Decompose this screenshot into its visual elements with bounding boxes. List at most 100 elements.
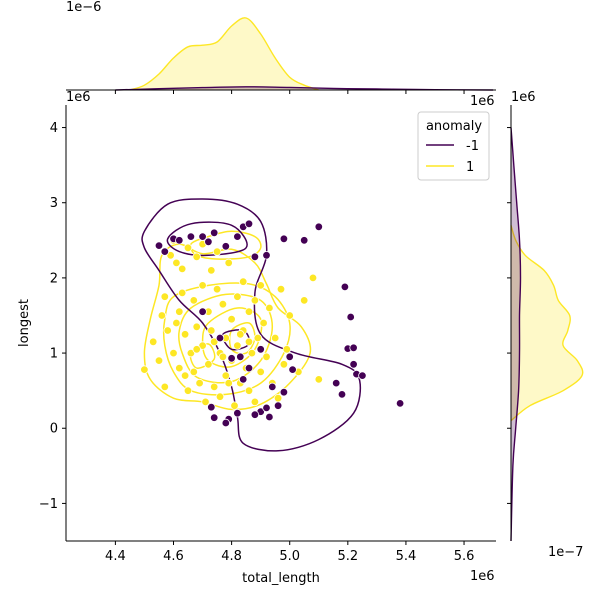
scatter-point--1-23: [332, 378, 341, 388]
scatter-point-1-22: [192, 322, 201, 331]
scatter-point-1-34: [212, 285, 222, 294]
scatter-point-1-72: [209, 337, 219, 346]
scatter-point--1-42: [215, 333, 225, 343]
scatter-point-1-31: [207, 326, 216, 335]
scatter-point-1-75: [224, 378, 233, 388]
scatter-point--1-37: [233, 409, 242, 418]
scatter-point-1-20: [189, 367, 198, 377]
scatter-point--1-9: [233, 232, 242, 241]
x-tick-label: 5.2: [337, 549, 358, 564]
top-marginal-offset-label: 1e−6: [66, 0, 101, 15]
scatter-point-1-70: [308, 273, 318, 283]
scatter-point-1-57: [256, 281, 265, 290]
scatter-point-1-40: [224, 258, 233, 268]
scatter-point-1-29: [204, 360, 213, 369]
axes: 4.4 4.6 4.8 5.0 5.2 5.4 5.6 −1 0 1 2 3 4: [39, 89, 512, 564]
scatter-point--1-39: [244, 363, 254, 373]
scatter-point-1-59: [262, 352, 271, 361]
scatter-point-1-14: [177, 288, 187, 298]
scatter-point-1-33: [212, 247, 222, 256]
scatter-point-1-21: [192, 252, 201, 261]
scatter-point-1-77: [180, 371, 190, 380]
contour--1-0: [141, 198, 362, 452]
scatter-point-1-39: [221, 371, 230, 380]
right-density-fill-1: [511, 225, 583, 421]
scatter-point--1-45: [236, 352, 245, 361]
scatter-point-1-2: [154, 356, 164, 365]
contour-1-2: [162, 282, 291, 396]
scatter-point-1-65: [279, 360, 289, 369]
y-tick-label: −1: [39, 497, 58, 512]
scatter-point--1-5: [198, 232, 207, 241]
scatter-point--1-22: [358, 371, 367, 380]
scatter-point-1-44: [233, 292, 242, 301]
scatter-point-1-51: [244, 386, 254, 395]
scatter-point-1-64: [276, 285, 286, 294]
scatter-point--1-17: [346, 312, 355, 322]
contour--1-1: [166, 221, 248, 257]
scatter-point-1-62: [271, 333, 280, 343]
scatter-point-1-30: [207, 266, 216, 275]
x-tick-label: 5.6: [454, 549, 475, 564]
scatter-point-1-60: [265, 303, 274, 313]
scatter-point-1-54: [250, 397, 260, 407]
scatter-point-1-19: [189, 296, 198, 305]
scatter-point-1-6: [163, 326, 172, 335]
scatter-point-1-50: [244, 307, 254, 316]
scatter-point-1-43: [230, 401, 239, 410]
scatter-point--1-38: [238, 375, 248, 384]
scatter-point-1-71: [314, 375, 323, 384]
top-marginal-x-offset-label: 1e6: [470, 94, 495, 109]
scatter-point--1-19: [349, 343, 358, 352]
scatter-point-1-11: [175, 307, 184, 316]
x-axis-ticks: 4.4 4.6 4.8 5.0 5.2 5.4 5.6: [105, 541, 474, 564]
y-axis-label: longest: [17, 299, 32, 347]
legend-title: anomaly: [426, 119, 482, 134]
scatter-point-1-53: [250, 296, 260, 305]
scatter-point--1-31: [250, 410, 260, 419]
x-tick-label: 4.8: [221, 549, 242, 564]
scatter-point--1-32: [265, 412, 274, 422]
scatter-point--1-44: [262, 251, 271, 260]
scatter-point-1-45: [233, 341, 242, 350]
scatter-point-1-58: [259, 318, 268, 328]
scatter-point-1-41: [227, 315, 236, 324]
scatter-point--1-4: [186, 232, 196, 241]
contour-1-0: [143, 243, 312, 411]
scatter-point--1-14: [300, 236, 309, 245]
scatter-point-1-0: [140, 365, 149, 374]
scatter-point-1-36: [215, 392, 225, 401]
scatter-point-1-3: [157, 311, 167, 320]
x-axis-label: total_length: [242, 571, 320, 586]
scatter-point-1-63: [273, 394, 283, 403]
right-marginal-density: [510, 127, 584, 542]
y-tick-label: 3: [50, 196, 58, 211]
scatter-point-1-47: [238, 277, 248, 286]
scatter-point-1-52: [247, 348, 257, 358]
scatter-point--1-27: [268, 382, 277, 392]
scatter-point--1-24: [337, 390, 347, 399]
right-marginal-ticks: [507, 127, 511, 504]
scatter-point-1-69: [300, 296, 309, 305]
top-marginal-density: [115, 17, 494, 91]
scatter-point--1-15: [314, 222, 323, 231]
scatter-point-1-73: [218, 352, 228, 361]
y-axis-offset-label: 1e6: [66, 90, 91, 105]
main-plot-area: [140, 198, 405, 452]
scatter-point--1-28: [273, 401, 283, 410]
scatter-point-1-56: [256, 367, 265, 377]
legend-label-1: 1: [466, 160, 474, 175]
scatter-point--1-46: [227, 354, 236, 363]
scatter-point-1-7: [166, 251, 175, 260]
x-tick-label: 5.4: [396, 549, 417, 564]
scatter-point--1-43: [198, 307, 207, 316]
top-marginal-ticks: [114, 90, 465, 94]
legend-box: [417, 111, 490, 181]
contour-1-3: [178, 293, 274, 384]
scatter-point--1-3: [175, 236, 184, 245]
scatter-point-1-10: [172, 258, 181, 268]
scatter-point--1-30: [262, 403, 271, 413]
scatter-point-1-18: [186, 348, 196, 358]
scatter-point--1-7: [209, 228, 219, 237]
